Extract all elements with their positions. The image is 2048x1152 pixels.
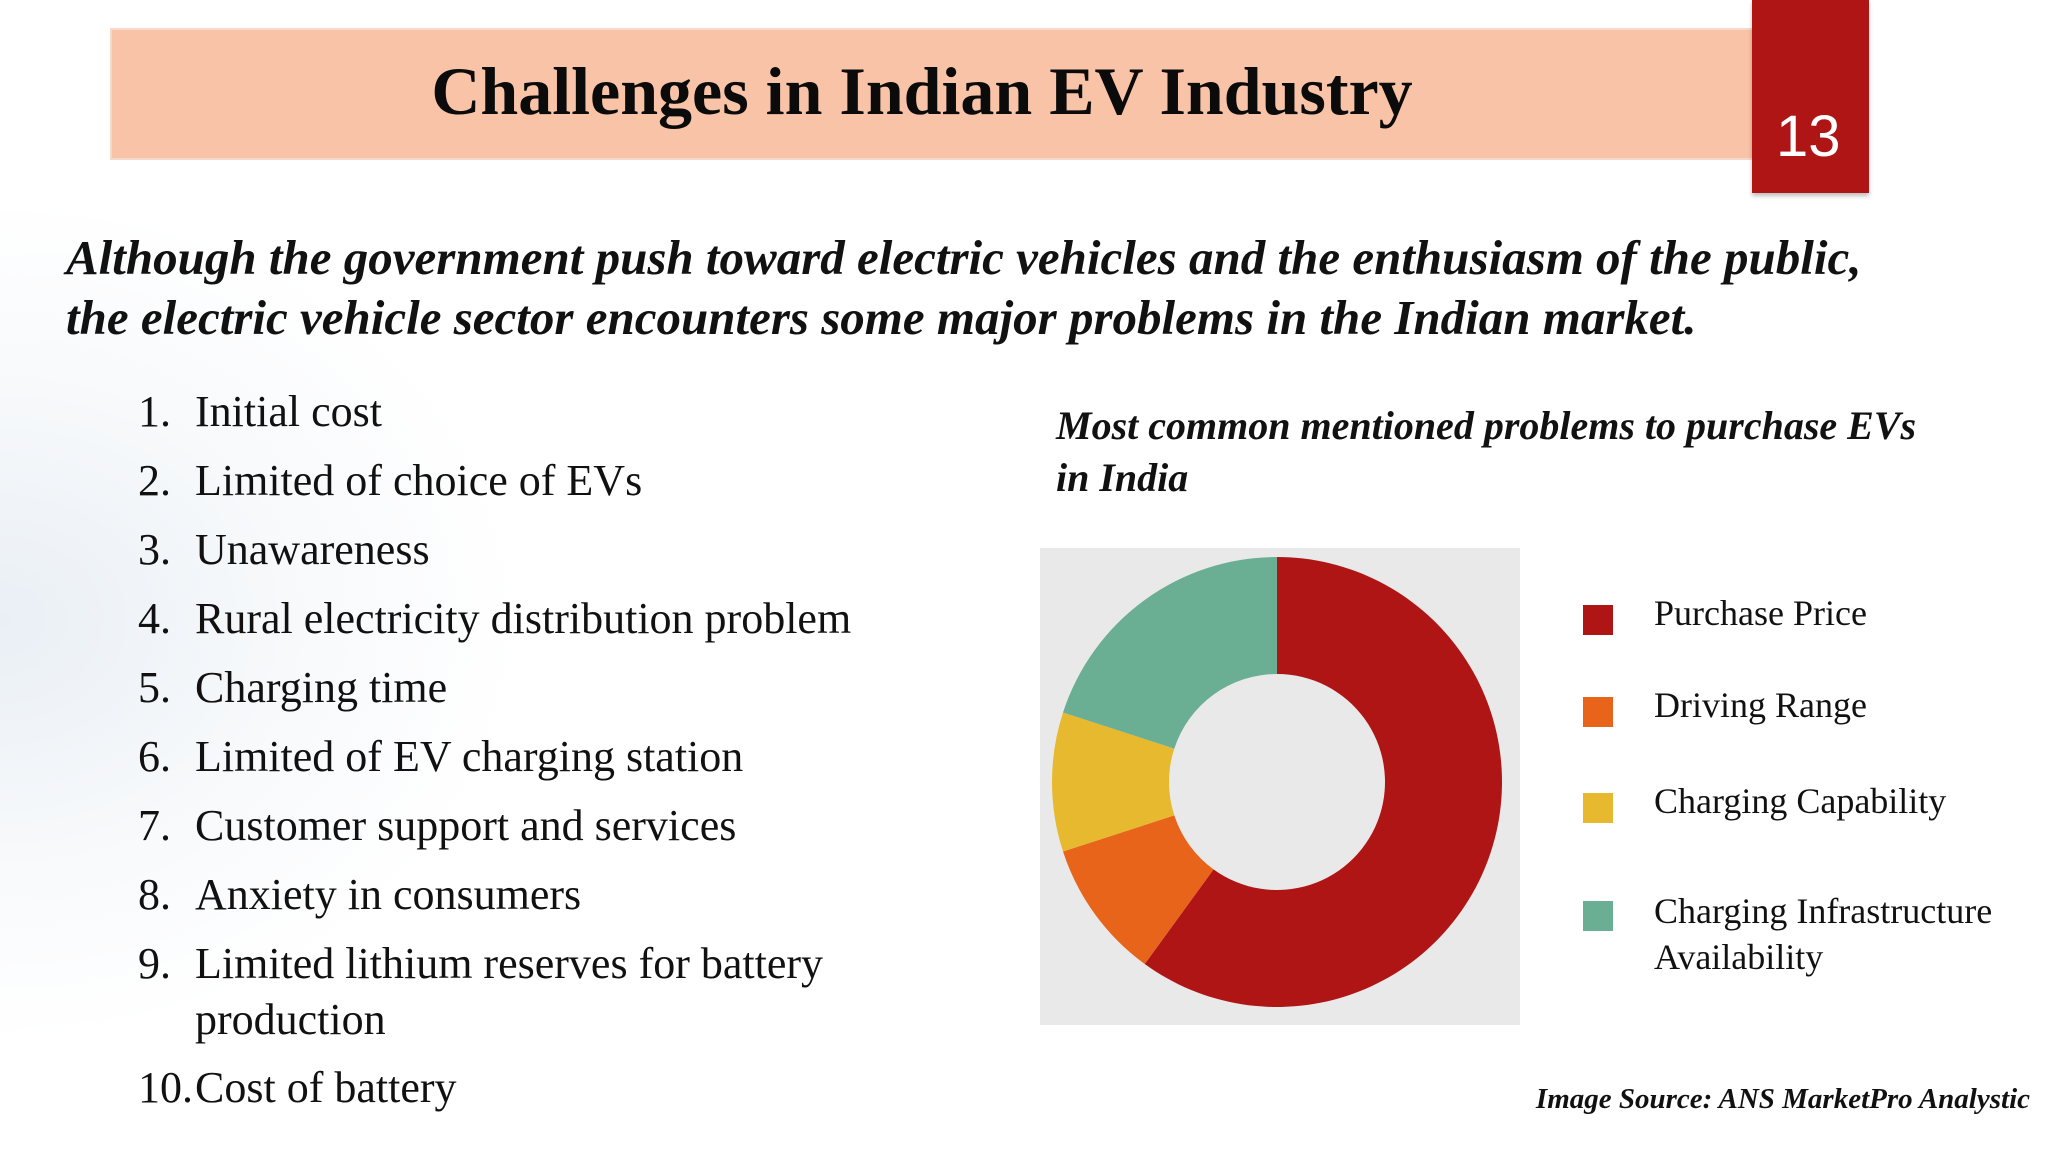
chart-title-line-2: in India xyxy=(1056,455,1189,500)
list-item-number: 8. xyxy=(138,870,171,919)
legend-label: Purchase Price xyxy=(1654,593,1867,633)
list-item-text: Charging time xyxy=(195,663,448,712)
list-item-number: 3. xyxy=(138,525,171,574)
list-item-number: 2. xyxy=(138,456,171,505)
list-item-number: 7. xyxy=(138,801,171,850)
list-item-number: 1. xyxy=(138,387,171,436)
legend-label: Charging Capability xyxy=(1654,781,1947,821)
intro-line-1: Although the government push toward elec… xyxy=(66,230,1862,285)
list-item-text: Rural electricity distribution problem xyxy=(195,594,852,643)
list-item-number: 6. xyxy=(138,732,171,781)
list-item-number: 9. xyxy=(138,939,171,988)
page-number-tab: 13 xyxy=(1752,0,1869,193)
page-number: 13 xyxy=(1776,104,1841,169)
intro-line-2: the electric vehicle sector encounters s… xyxy=(66,290,1697,345)
list-item-text: Anxiety in consumers xyxy=(195,870,582,919)
legend-swatch xyxy=(1583,697,1613,727)
chart-title-line-1: Most common mentioned problems to purcha… xyxy=(1056,403,1917,448)
chart-title: Most common mentioned problems to purcha… xyxy=(1056,400,2016,504)
page-title: Challenges in Indian EV Industry xyxy=(431,52,1413,129)
list-item-text: production xyxy=(195,995,386,1044)
legend-label: Charging Infrastructure Availability xyxy=(1654,891,1993,977)
list-item-number: 5. xyxy=(138,663,171,712)
image-source-caption: Image Source: ANS MarketPro Analystic xyxy=(1535,1083,2030,1115)
donut-chart-image xyxy=(1040,548,1520,1025)
list-item-text: Limited of EV charging station xyxy=(195,732,744,781)
list-item-text: Unawareness xyxy=(195,525,430,574)
list-item-number: 10. xyxy=(138,1063,193,1112)
list-item-text: Customer support and services xyxy=(195,801,737,850)
legend-swatch xyxy=(1583,793,1613,823)
legend-swatch xyxy=(1583,901,1613,931)
donut-slice-charging-infrastructure-availability xyxy=(1063,557,1277,749)
title-bar: Challenges in Indian EV Industry xyxy=(110,28,1774,160)
legend-swatch xyxy=(1583,605,1613,635)
list-item-text: Limited of choice of EVs xyxy=(195,456,643,505)
list-item-number: 4. xyxy=(138,594,171,643)
donut-slice-purchase-price xyxy=(1144,557,1502,1007)
list-item-text: Limited lithium reserves for battery xyxy=(195,939,824,988)
donut-chart xyxy=(1052,557,1502,1007)
donut-slice-driving-range xyxy=(1063,815,1214,965)
list-item-text: Initial cost xyxy=(195,387,382,436)
legend-label: Driving Range xyxy=(1654,685,1867,725)
donut-slice-charging-capability xyxy=(1052,712,1175,852)
list-item-text: Cost of battery xyxy=(195,1063,457,1112)
intro-paragraph: Although the government push toward elec… xyxy=(66,228,2026,348)
